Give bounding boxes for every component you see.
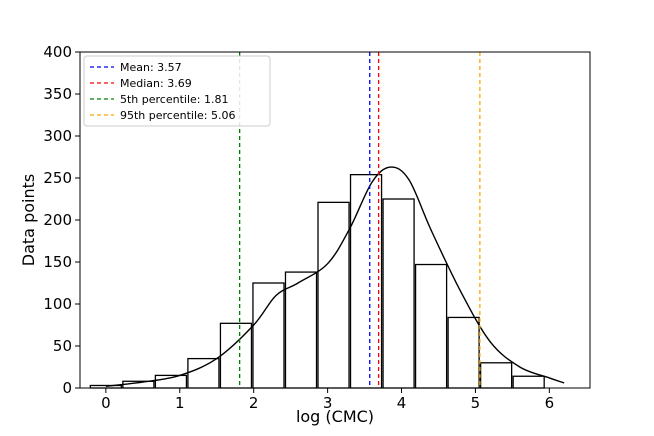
x-tick-label-0: 0 [101, 394, 111, 412]
kde-curve [105, 166, 565, 388]
bar-10 [414, 263, 448, 389]
kde-group [105, 166, 565, 388]
y-axis-ticks: 0 50 100 150 200 250 300 350 400 [43, 43, 80, 397]
y-tick-label-0: 0 [62, 379, 72, 397]
legend-label-0: Mean: 3.57 [120, 61, 182, 74]
bar-13 [512, 375, 545, 389]
legend: Mean: 3.57 Median: 3.69 5th percentile: 1.… [83, 55, 271, 127]
bar-3 [187, 357, 220, 389]
x-tick-label-3: 3 [323, 394, 333, 412]
y-tick-label-3: 150 [43, 253, 72, 271]
bars-group [89, 173, 545, 389]
y-tick-label-4: 200 [43, 211, 72, 229]
x-axis-label: log (CMC) [296, 407, 374, 426]
x-tick-label-2: 2 [249, 394, 259, 412]
bar-5 [252, 282, 285, 389]
y-tick-label-5: 250 [43, 169, 72, 187]
legend-label-3: 95th percentile: 5.06 [120, 109, 235, 122]
bar-8 [349, 173, 383, 389]
y-tick-label-6: 300 [43, 127, 72, 145]
x-tick-label-5: 5 [471, 394, 481, 412]
x-tick-label-6: 6 [545, 394, 555, 412]
y-tick-label-1: 50 [53, 337, 72, 355]
legend-label-2: 5th percentile: 1.81 [120, 93, 229, 106]
x-tick-label-4: 4 [397, 394, 407, 412]
bar-6 [284, 271, 318, 389]
bar-11 [447, 316, 480, 389]
y-tick-label-8: 400 [43, 43, 72, 61]
bar-9 [382, 198, 415, 389]
legend-label-1: Median: 3.69 [120, 77, 192, 90]
y-axis-label: Data points [19, 174, 38, 266]
x-axis-ticks: 0 1 2 3 4 5 6 [101, 388, 554, 412]
bar-12 [479, 362, 513, 389]
y-tick-label-7: 350 [43, 85, 72, 103]
x-tick-label-1: 1 [175, 394, 185, 412]
bar-4 [219, 322, 253, 389]
legend-box [83, 55, 271, 127]
y-tick-label-2: 100 [43, 295, 72, 313]
bar-7 [317, 201, 350, 389]
